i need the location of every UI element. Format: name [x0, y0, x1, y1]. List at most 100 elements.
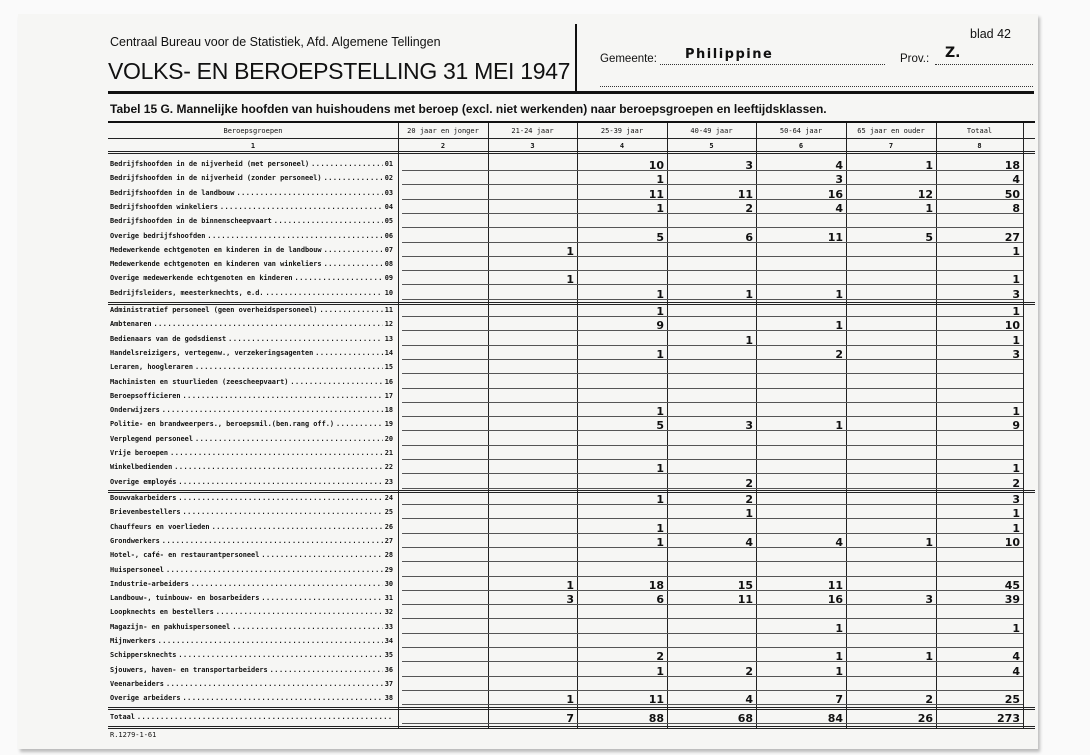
occupation-name: Ambtenaren	[110, 320, 152, 329]
value-cell	[667, 521, 756, 534]
column-header: Beroepsgroepen	[223, 127, 283, 135]
dot-leader	[162, 537, 383, 545]
value-cell	[402, 506, 488, 520]
province-label: Prov.:	[900, 53, 930, 65]
value-cell	[402, 376, 488, 389]
dot-leader	[295, 274, 383, 282]
value-cell	[846, 635, 936, 648]
value-cell	[846, 521, 936, 534]
table-row: Verplegend personeel 20	[108, 433, 1023, 447]
value-cell	[402, 664, 488, 677]
value-cell	[577, 447, 667, 460]
column-number: 2	[440, 142, 446, 150]
table-row: Overige arbeiders3811147225	[108, 692, 1023, 706]
occupation-name: Bouwvakarbeiders	[110, 494, 177, 502]
occupation-name: Bedrijfshoofden in de nijverheid (zonder…	[110, 174, 322, 183]
value-cell	[936, 606, 1023, 620]
dot-leader	[178, 651, 382, 659]
value-cell: 3	[667, 158, 756, 172]
table-row: Bedrijfshoofden in de nijverheid (met pe…	[108, 158, 1023, 172]
table-row: Loopknechts en bestellers 32	[108, 606, 1023, 620]
row-code: 04	[384, 202, 393, 211]
occupation-name: Overige arbeiders	[110, 694, 181, 703]
value-cell	[488, 187, 577, 200]
value-cell: 4	[756, 158, 846, 172]
row-code: 20	[384, 434, 393, 443]
column-divider	[846, 123, 847, 729]
column-divider	[1023, 123, 1024, 729]
dot-leader	[315, 349, 382, 357]
value-cell	[488, 635, 577, 648]
occupation-name: Bedrijfshoofden in de landbouw	[110, 188, 235, 197]
column-number: 1	[250, 142, 256, 150]
table-row: Medewerkende echtgenoten en kinderen in …	[108, 244, 1023, 258]
value-cell	[756, 635, 846, 648]
occupation-name: Bedienaars van de godsdienst	[110, 334, 227, 343]
sheet-number: blad 42	[970, 27, 1012, 41]
value-cell	[846, 376, 936, 389]
row-label: Bouwvakarbeiders 24	[110, 494, 393, 502]
value-cell	[577, 244, 667, 257]
value-cell: 2	[577, 649, 667, 663]
table-row: Bouwvakarbeiders 24 12 3	[108, 492, 1023, 506]
value-cell	[936, 215, 1023, 229]
row-label: Bedrijfshoofden winkeliers 04	[110, 203, 393, 211]
table-row: Leraren, hoogleraren 15	[108, 361, 1023, 375]
row-code: 37	[384, 679, 393, 688]
occupation-name: Handelsreizigers, vertegenw., verzekerin…	[110, 348, 314, 357]
value-cell	[667, 606, 756, 620]
table-row: Machinisten en stuurlieden (zeescheepvaa…	[108, 376, 1023, 390]
dot-leader	[311, 160, 383, 168]
dot-leader	[183, 694, 383, 702]
value-cell	[488, 447, 577, 460]
value-cell	[756, 506, 846, 520]
dot-leader	[220, 203, 383, 211]
value-cell: 1	[756, 664, 846, 678]
dot-leader	[183, 508, 383, 516]
row-code: 19	[384, 420, 393, 429]
row-label: Vrije beroepen 21	[110, 449, 393, 457]
value-cell	[756, 304, 846, 317]
row-code: 28	[384, 551, 393, 560]
row-code: 12	[384, 320, 393, 329]
value-cell	[756, 376, 846, 389]
value-cell	[846, 258, 936, 272]
value-cell: 1	[936, 304, 1023, 318]
value-cell: 1	[577, 172, 667, 186]
value-cell	[577, 506, 667, 520]
value-cell	[402, 535, 488, 548]
value-cell	[756, 521, 846, 534]
value-cell	[846, 621, 936, 634]
value-cell	[846, 664, 936, 677]
dot-leader	[216, 608, 383, 616]
value-cell	[846, 506, 936, 520]
row-label: Overige employés 23	[110, 478, 393, 486]
value-cell: 25	[936, 692, 1023, 706]
row-label: Machinisten en stuurlieden (zeescheepvaa…	[110, 378, 393, 386]
row-code: 15	[384, 363, 393, 372]
occupation-name: Leraren, hoogleraren	[110, 363, 193, 372]
value-cell: 2	[756, 347, 846, 361]
value-cell	[488, 461, 577, 475]
value-cell: 1	[756, 649, 846, 663]
value-cell	[667, 215, 756, 229]
value-cell	[846, 361, 936, 375]
value-cell	[402, 244, 488, 257]
value-cell	[402, 418, 488, 432]
row-label: Magazijn- en pakhuispersoneel 33	[110, 623, 393, 631]
value-cell	[756, 461, 846, 475]
section-double-rule	[108, 301, 1035, 305]
occupation-age-table: Beroepsgroepen 1 20 jaar en jonger 2 21-24 j…	[108, 121, 1035, 730]
value-cell	[936, 564, 1023, 577]
value-cell: 2	[667, 664, 756, 678]
occupation-name: Totaal	[110, 713, 135, 721]
value-cell: 1	[577, 535, 667, 549]
dot-leader	[195, 363, 383, 371]
occupation-name: Grondwerkers	[110, 536, 160, 545]
row-label: Bedienaars van de godsdienst 13	[110, 335, 393, 343]
occupation-name: Vrije beroepen	[110, 449, 169, 457]
value-cell	[667, 564, 756, 577]
value-cell	[577, 258, 667, 272]
value-cell	[402, 549, 488, 563]
occupation-name: Machinisten en stuurlieden (zeescheepvaa…	[110, 377, 289, 386]
